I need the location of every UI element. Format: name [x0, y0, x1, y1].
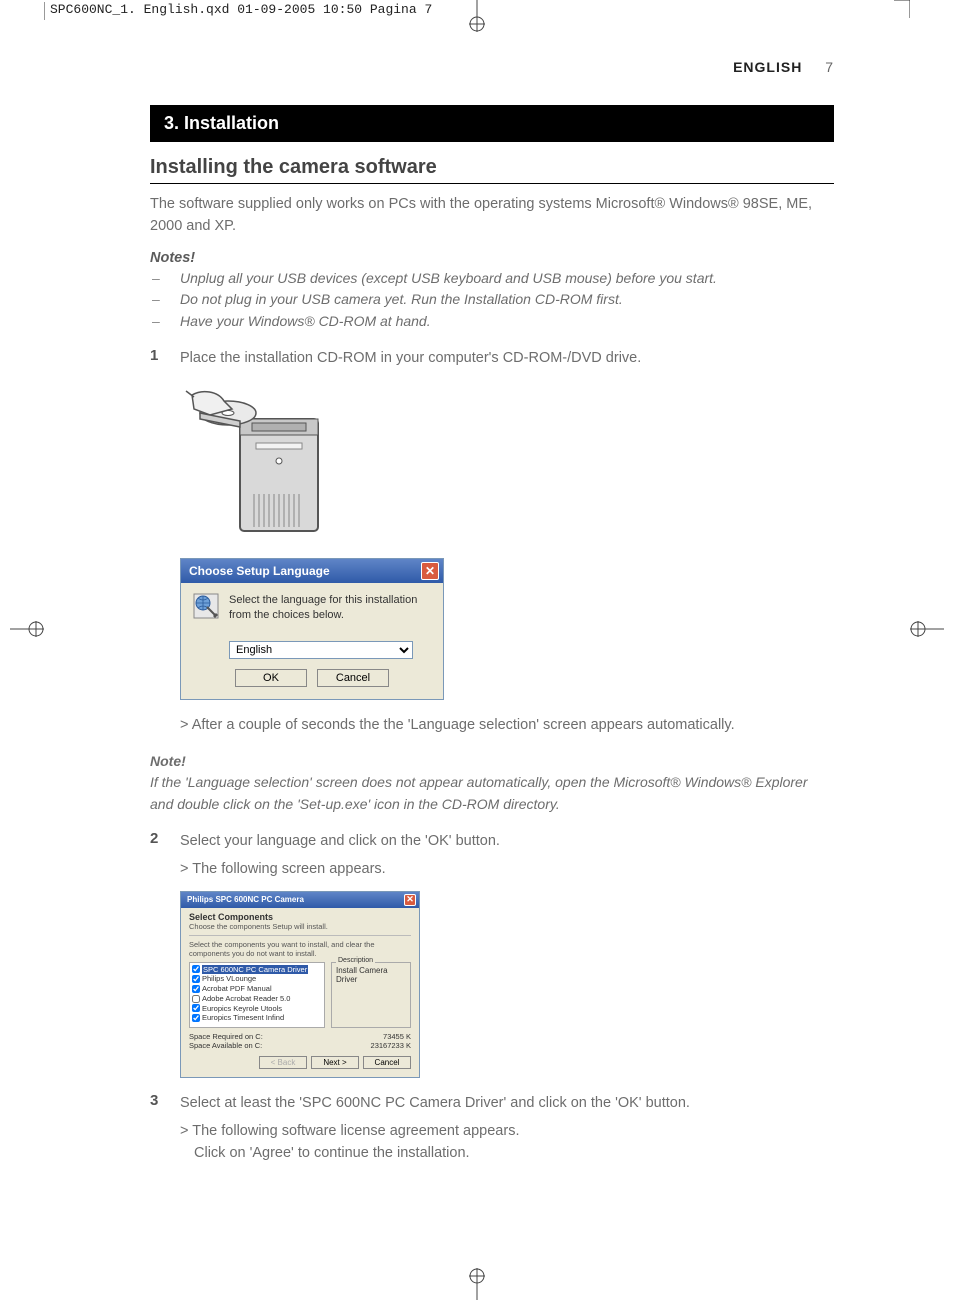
step-number: 2	[150, 830, 180, 852]
component-checkbox[interactable]	[192, 985, 200, 993]
step3-sub2: Click on 'Agree' to continue the install…	[150, 1142, 834, 1164]
step1-after-text: > After a couple of seconds the the 'Lan…	[150, 714, 834, 736]
page-number: 7	[825, 59, 834, 75]
components-listbox[interactable]: SPC 600NC PC Camera Driver Philips VLoun…	[189, 962, 325, 1028]
dialog-titlebar: Philips SPC 600NC PC Camera ✕	[181, 892, 419, 908]
step-2: 2 Select your language and click on the …	[150, 830, 834, 852]
component-checkbox[interactable]	[192, 1004, 200, 1012]
note-single-heading: Note!	[150, 753, 186, 769]
component-checkbox[interactable]	[192, 1014, 200, 1022]
component-label: SPC 600NC PC Camera Driver	[202, 965, 308, 975]
space-available-label: Space Available on C:	[189, 1041, 262, 1050]
notes-list: –Unplug all your USB devices (except USB…	[150, 268, 834, 333]
step-1: 1 Place the installation CD-ROM in your …	[150, 347, 834, 369]
step-3: 3 Select at least the 'SPC 600NC PC Came…	[150, 1092, 834, 1114]
description-legend: Description	[336, 957, 375, 964]
note-single: Note! If the 'Language selection' screen…	[150, 751, 834, 816]
intro-paragraph: The software supplied only works on PCs …	[150, 194, 834, 238]
qxd-header: SPC600NC_1. English.qxd 01-09-2005 10:50…	[0, 0, 954, 19]
note-text: Have your Windows® CD-ROM at hand.	[180, 311, 431, 333]
cancel-button[interactable]: Cancel	[317, 669, 389, 687]
dialog-title: Choose Setup Language	[189, 564, 330, 578]
section-title: Installing the camera software	[150, 156, 834, 184]
component-label: Acrobat PDF Manual	[202, 984, 272, 994]
description-box: Description Install Camera Driver	[331, 962, 411, 1028]
component-label: Philips VLounge	[202, 974, 256, 984]
component-label: Europics Timesent Infind	[202, 1013, 284, 1023]
component-label: Europics Keyrole Utools	[202, 1004, 282, 1014]
component-item[interactable]: Adobe Acrobat Reader 5.0	[192, 994, 322, 1004]
component-label: Adobe Acrobat Reader 5.0	[202, 994, 290, 1004]
close-icon[interactable]: ✕	[421, 562, 439, 580]
divider	[189, 935, 411, 936]
ok-button[interactable]: OK	[235, 669, 307, 687]
running-head: ENGLISH 7	[150, 59, 834, 75]
language-select[interactable]: English	[229, 641, 413, 659]
chapter-title-bar: 3. Installation	[150, 105, 834, 142]
dash-icon: –	[150, 311, 180, 333]
close-icon[interactable]: ✕	[404, 894, 416, 906]
dialog-subhead-sub: Choose the components Setup will install…	[189, 922, 411, 931]
dash-icon: –	[150, 268, 180, 290]
step-number: 3	[150, 1092, 180, 1114]
note-item: –Unplug all your USB devices (except USB…	[150, 268, 834, 290]
step2-sub: > The following screen appears.	[150, 858, 834, 880]
dash-icon: –	[150, 289, 180, 311]
figure-language-dialog: Choose Setup Language ✕ Select the l	[180, 558, 834, 700]
description-text: Install Camera Driver	[336, 966, 388, 984]
crop-corner-tl	[44, 2, 66, 22]
step-text: Select at least the 'SPC 600NC PC Camera…	[180, 1092, 834, 1114]
crop-corner-tr	[888, 0, 910, 20]
running-head-language: ENGLISH	[733, 59, 802, 75]
step-text: Place the installation CD-ROM in your co…	[180, 347, 834, 369]
note-text: Unplug all your USB devices (except USB …	[180, 268, 717, 290]
step-number: 1	[150, 347, 180, 369]
step3-sub1: > The following software license agreeme…	[150, 1120, 834, 1142]
back-button[interactable]: < Back	[259, 1056, 307, 1069]
dialog-title: Philips SPC 600NC PC Camera	[187, 895, 304, 904]
dialog-instruction: Select the components you want to instal…	[181, 940, 419, 962]
component-checkbox[interactable]	[192, 975, 200, 983]
space-available-value: 23167233 K	[371, 1041, 411, 1050]
space-required-value: 73455 K	[383, 1032, 411, 1041]
cancel-button[interactable]: Cancel	[363, 1056, 411, 1069]
component-item[interactable]: SPC 600NC PC Camera Driver	[192, 965, 322, 975]
note-single-body: If the 'Language selection' screen does …	[150, 774, 808, 812]
component-item[interactable]: Acrobat PDF Manual	[192, 984, 322, 994]
select-components-dialog: Philips SPC 600NC PC Camera ✕ Select Com…	[180, 891, 420, 1078]
choose-setup-language-dialog: Choose Setup Language ✕ Select the l	[180, 558, 444, 700]
component-checkbox[interactable]	[192, 965, 200, 973]
component-checkbox[interactable]	[192, 995, 200, 1003]
dialog-message: Select the language for this installatio…	[229, 593, 431, 623]
note-item: –Have your Windows® CD-ROM at hand.	[150, 311, 834, 333]
component-item[interactable]: Europics Keyrole Utools	[192, 1004, 322, 1014]
dialog-subhead-title: Select Components	[189, 912, 411, 922]
space-required-label: Space Required on C:	[189, 1032, 263, 1041]
notes-heading: Notes!	[150, 250, 834, 266]
next-button[interactable]: Next >	[311, 1056, 359, 1069]
globe-icon	[193, 593, 219, 624]
figure-components-dialog: Philips SPC 600NC PC Camera ✕ Select Com…	[180, 891, 834, 1078]
note-item: –Do not plug in your USB camera yet. Run…	[150, 289, 834, 311]
crop-mark-bottom	[457, 1266, 497, 1305]
figure-computer-cdrom	[180, 379, 834, 544]
step-text: Select your language and click on the 'O…	[180, 830, 834, 852]
component-item[interactable]: Europics Timesent Infind	[192, 1013, 322, 1023]
note-text: Do not plug in your USB camera yet. Run …	[180, 289, 623, 311]
component-item[interactable]: Philips VLounge	[192, 974, 322, 984]
dialog-titlebar: Choose Setup Language ✕	[181, 559, 443, 583]
